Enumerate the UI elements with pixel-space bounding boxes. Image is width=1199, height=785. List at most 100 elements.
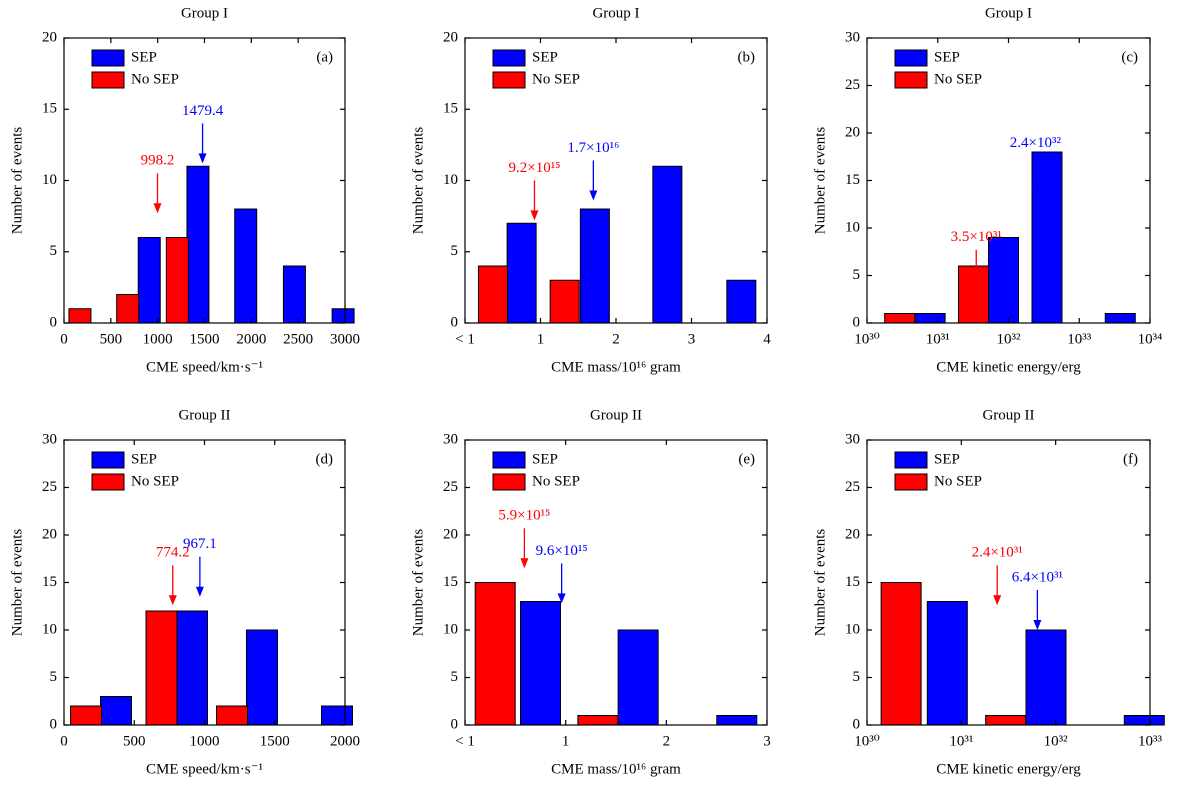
legend-swatch	[492, 473, 526, 491]
legend-label: SEP	[532, 49, 558, 65]
y-tick-label: 30	[42, 431, 57, 447]
x-tick-label: 1000	[190, 733, 220, 749]
y-tick-label: 10	[845, 621, 860, 637]
panel-title: Group II	[178, 407, 230, 423]
legend-label: SEP	[934, 49, 960, 65]
bar	[579, 208, 610, 324]
y-tick-label: 0	[50, 716, 58, 732]
annotation-label: 967.1	[183, 536, 217, 552]
bar	[477, 265, 508, 324]
bar	[320, 705, 353, 726]
y-axis-label: Number of events	[9, 529, 25, 637]
bar	[99, 696, 132, 726]
bar	[726, 279, 757, 324]
y-tick-label: 5	[451, 669, 459, 685]
annotation-arrowhead	[589, 190, 598, 201]
x-tick-label: 1	[537, 331, 545, 347]
legend-swatch	[91, 473, 125, 491]
y-tick-label: 5	[50, 243, 58, 259]
legend-swatch	[894, 451, 928, 469]
y-tick-label: 25	[443, 479, 458, 495]
y-tick-label: 20	[42, 29, 57, 45]
y-axis-label: Number of events	[410, 529, 426, 637]
panel-label: (e)	[738, 451, 755, 467]
x-tick-label: 10³³	[1138, 733, 1162, 749]
bar	[577, 715, 619, 726]
x-tick-label: 3000	[330, 331, 360, 347]
annotation-label: 1479.4	[182, 103, 224, 119]
annotation-arrowhead	[993, 595, 1002, 606]
panel-title: Group I	[181, 5, 228, 21]
annotation-arrowhead	[530, 210, 539, 221]
x-tick-label: 1500	[260, 733, 290, 749]
annotation-label: 6.4×10³¹	[1012, 569, 1063, 585]
y-tick-label: 20	[42, 526, 57, 542]
panel-title: Group II	[982, 407, 1034, 423]
annotation-arrowhead	[195, 586, 204, 597]
bar	[186, 165, 210, 324]
y-tick-label: 10	[443, 621, 458, 637]
annotation-arrowhead	[168, 595, 177, 606]
bar	[988, 237, 1020, 324]
y-tick-label: 15	[42, 101, 57, 117]
panel-label: (b)	[738, 49, 756, 65]
bar	[652, 165, 683, 324]
x-axis-label: CME mass/10¹⁶ gram	[551, 761, 681, 777]
y-axis-label: Number of events	[812, 127, 828, 235]
annotation-arrowhead	[1033, 620, 1042, 630]
x-axis-label: CME speed/km·s⁻¹	[146, 359, 263, 375]
legend-swatch	[492, 451, 526, 469]
bar	[617, 629, 659, 726]
x-tick-label: 10³³	[1067, 331, 1091, 347]
annotation-arrowhead	[557, 593, 566, 604]
legend-swatch	[492, 49, 526, 67]
annotation-label: 2.4×10³²	[1010, 135, 1062, 151]
y-tick-label: 0	[451, 314, 459, 330]
panel-title: Group II	[590, 407, 642, 423]
y-tick-label: 10	[42, 621, 57, 637]
bar	[957, 265, 989, 324]
x-tick-label: 10³⁰	[854, 331, 880, 347]
legend-swatch	[894, 71, 928, 89]
y-tick-label: 15	[443, 574, 458, 590]
x-tick-label: 2	[663, 733, 671, 749]
x-tick-label: 10³⁰	[854, 733, 880, 749]
panel-label: (c)	[1121, 49, 1138, 65]
legend-swatch	[492, 71, 526, 89]
bar	[985, 715, 1027, 726]
y-axis-label: Number of events	[410, 127, 426, 235]
bar	[216, 705, 249, 726]
panel-title: Group I	[592, 5, 639, 21]
legend-label: SEP	[532, 451, 558, 467]
annotation-label: 9.2×10¹⁵	[508, 160, 560, 176]
annotation-label: 774.2	[156, 545, 190, 561]
bar	[68, 308, 92, 324]
bar	[116, 294, 140, 324]
bar	[165, 237, 189, 324]
y-tick-label: 20	[443, 29, 458, 45]
bar	[70, 705, 103, 726]
bar	[914, 313, 946, 324]
y-tick-label: 5	[853, 669, 861, 685]
legend-label: SEP	[934, 451, 960, 467]
y-tick-label: 25	[42, 479, 57, 495]
y-tick-label: 30	[845, 29, 860, 45]
bar	[331, 308, 355, 324]
x-tick-label: 10³²	[1044, 733, 1068, 749]
annotation-label: 9.6×10¹⁵	[536, 543, 588, 559]
bar	[474, 582, 516, 726]
bar	[234, 208, 258, 324]
bar	[175, 610, 208, 726]
x-tick-label: 0	[60, 733, 68, 749]
legend-label: No SEP	[934, 71, 982, 87]
bar	[884, 313, 916, 324]
legend-swatch	[91, 71, 125, 89]
x-tick-label: 3	[688, 331, 696, 347]
y-tick-label: 0	[451, 716, 459, 732]
bar	[549, 279, 580, 324]
panel-label: (a)	[316, 49, 333, 65]
y-tick-label: 0	[853, 716, 861, 732]
annotation-label: 3.5×10³¹	[951, 229, 1002, 245]
y-tick-label: 5	[853, 267, 861, 283]
x-axis-label: CME kinetic energy/erg	[936, 359, 1081, 375]
